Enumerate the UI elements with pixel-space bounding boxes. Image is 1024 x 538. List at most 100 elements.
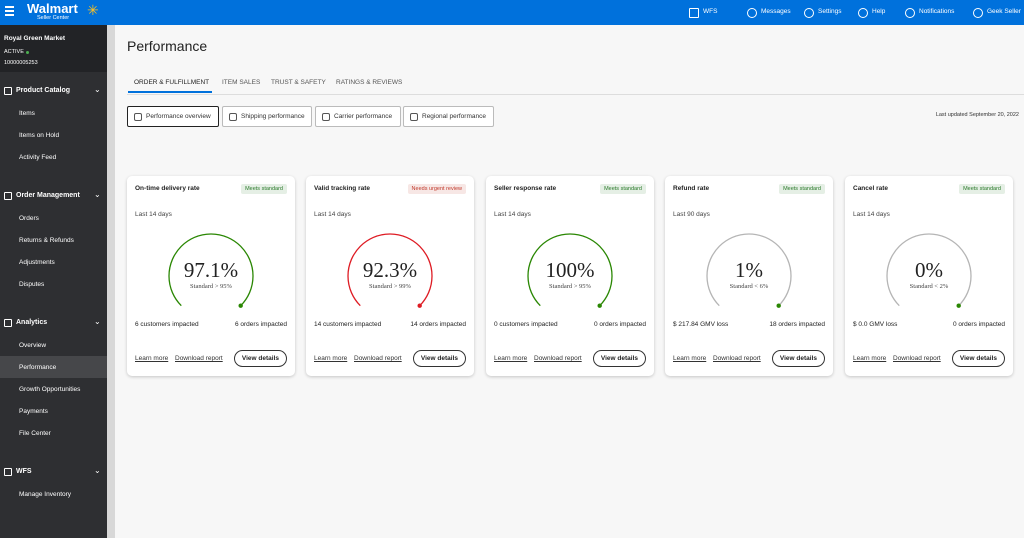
top-item[interactable]: WFS <box>703 8 718 15</box>
gauge-value: 100% <box>545 258 595 282</box>
top-item[interactable]: Geek Seller <box>987 8 1021 15</box>
gauge-value: 92.3% <box>362 258 418 282</box>
period[interactable]: Last 14 days <box>853 211 890 218</box>
impact-right: 0 orders impacted <box>952 321 1005 328</box>
top-item[interactable]: Notifications <box>919 8 955 15</box>
impact-right: 18 orders impacted <box>769 321 825 328</box>
impact-left: $ 217.84 GMV loss <box>673 321 729 328</box>
period[interactable]: Last 14 days <box>314 211 351 218</box>
nav-item[interactable]: Activity Feed <box>19 154 57 161</box>
nav-item[interactable]: Adjustments <box>19 259 55 266</box>
gauge-value: 97.1% <box>183 258 239 282</box>
gauge <box>168 233 254 308</box>
top-item[interactable]: Help <box>872 8 886 15</box>
button[interactable]: View details <box>592 350 646 367</box>
gauge-arc <box>527 233 613 307</box>
subtab-icon <box>229 113 237 121</box>
gauge-arc <box>168 233 254 307</box>
nav-item[interactable]: Items <box>19 110 35 117</box>
link[interactable]: Learn more <box>853 355 887 362</box>
link[interactable]: Download report <box>354 355 402 362</box>
link[interactable]: Learn more <box>314 355 348 362</box>
link[interactable]: Learn more <box>673 355 707 362</box>
top-icon[interactable] <box>804 8 814 18</box>
top-bar: Walmart Seller Center ✳ <box>0 0 1024 25</box>
gauge-value: 1% <box>735 258 763 282</box>
nav-item[interactable]: Payments <box>19 408 48 415</box>
period[interactable]: Last 14 days <box>135 211 172 218</box>
nav-item[interactable]: Returns & Refunds <box>19 237 74 244</box>
tab[interactable]: RATINGS & REVIEWS <box>336 79 403 86</box>
card-title: Cancel rate <box>853 185 889 192</box>
gauge-arc <box>886 233 972 307</box>
link[interactable]: Download report <box>893 355 941 362</box>
menu-icon[interactable] <box>5 6 14 8</box>
button[interactable]: View details <box>412 350 466 367</box>
nav-section[interactable]: WFS <box>16 468 32 475</box>
page-title: Performance <box>127 38 208 54</box>
period[interactable]: Last 14 days <box>494 211 531 218</box>
tab[interactable]: TRUST & SAFETY <box>271 79 326 86</box>
gauge-arc <box>706 233 792 307</box>
link[interactable]: Learn more <box>494 355 528 362</box>
nav-item[interactable]: Items on Hold <box>19 132 60 139</box>
nav-item[interactable]: Manage Inventory <box>19 491 72 498</box>
nav-item[interactable]: Orders <box>19 215 39 222</box>
impact-right: 14 orders impacted <box>410 321 466 328</box>
badge: Needs urgent review <box>407 184 466 194</box>
subtab[interactable]: Shipping performance <box>222 106 312 127</box>
top-icon[interactable] <box>689 8 699 18</box>
tab[interactable]: ITEM SALES <box>222 79 261 86</box>
nav-icon <box>4 319 12 327</box>
gauge <box>527 233 613 308</box>
chevron: ⌄ <box>94 317 101 326</box>
top-icon[interactable] <box>973 8 983 18</box>
gauge <box>886 233 972 308</box>
subtab[interactable]: Carrier performance <box>315 106 401 127</box>
nav-section[interactable]: Product Catalog <box>16 87 71 94</box>
store-status: ACTIVE <box>4 49 24 55</box>
nav-item[interactable]: Disputes <box>19 281 45 288</box>
badge: Meets standard <box>600 184 646 194</box>
card-title: Valid tracking rate <box>314 185 370 192</box>
nav-icon <box>4 468 12 476</box>
badge: Meets standard <box>779 184 825 194</box>
top-icon[interactable] <box>905 8 915 18</box>
impact-left: 6 customers impacted <box>135 321 199 328</box>
button[interactable]: View details <box>771 350 825 367</box>
nav-icon <box>4 87 12 95</box>
subtab[interactable]: Performance overview <box>127 106 219 127</box>
last-updated: Last updated September 20, 2022 <box>935 112 1019 118</box>
subtab-icon <box>134 113 142 121</box>
top-item[interactable]: Messages <box>761 8 791 15</box>
impact-right: 6 orders impacted <box>234 321 287 328</box>
gauge-standard: Standard < 6% <box>729 283 769 290</box>
button[interactable]: View details <box>233 350 287 367</box>
gauge <box>347 233 433 308</box>
nav-item[interactable]: Overview <box>19 342 47 349</box>
card-title: Refund rate <box>673 185 710 192</box>
link[interactable]: Download report <box>175 355 223 362</box>
button[interactable]: View details <box>951 350 1005 367</box>
link[interactable]: Download report <box>713 355 761 362</box>
tab[interactable]: ORDER & FULFILLMENT <box>134 79 210 86</box>
tab-divider <box>127 94 1024 95</box>
spark-logo: ✳ <box>87 2 99 18</box>
scrollbar[interactable] <box>107 25 115 538</box>
gauge-value: 0% <box>915 258 943 282</box>
nav-item[interactable]: Performance <box>19 364 57 371</box>
nav-section[interactable]: Order Management <box>16 192 80 199</box>
nav-section[interactable]: Analytics <box>16 319 48 326</box>
period[interactable]: Last 90 days <box>673 211 710 218</box>
top-item[interactable]: Settings <box>818 8 842 15</box>
top-icon[interactable] <box>858 8 868 18</box>
subtab[interactable]: Regional performance <box>403 106 494 127</box>
metric-card: Seller response rate Meets standard Last 1… <box>486 176 654 376</box>
link[interactable]: Learn more <box>135 355 169 362</box>
link[interactable]: Download report <box>534 355 582 362</box>
nav-item[interactable]: File Center <box>19 430 51 437</box>
top-icon[interactable] <box>747 8 757 18</box>
metric-card: Refund rate Meets standard Last 90 days 1% S… <box>665 176 833 376</box>
nav-item[interactable]: Growth Opportunities <box>19 386 81 393</box>
chevron: ⌄ <box>94 85 101 94</box>
